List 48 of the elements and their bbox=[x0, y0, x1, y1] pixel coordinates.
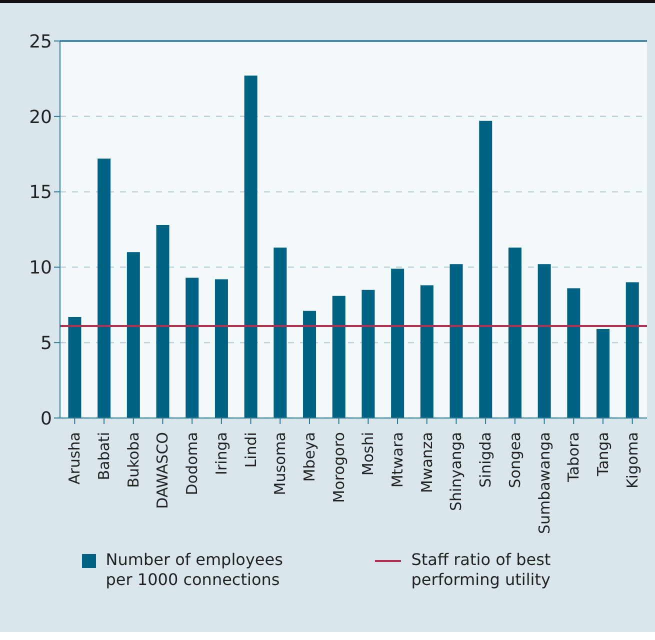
x-tick-label: Moshi bbox=[359, 432, 378, 476]
bar bbox=[186, 278, 199, 418]
legend-label: Staff ratio of best performing utility bbox=[411, 550, 552, 590]
bar bbox=[420, 285, 434, 418]
x-tick-label: Bukoba bbox=[124, 432, 142, 488]
bar bbox=[126, 252, 140, 418]
x-tick-label: Morogoro bbox=[330, 432, 348, 503]
x-tick-label: Songea bbox=[506, 432, 524, 488]
y-tick-label: 10 bbox=[29, 258, 52, 279]
x-tick-label: Tanga bbox=[594, 432, 612, 478]
bar bbox=[244, 76, 258, 418]
bar bbox=[479, 120, 492, 418]
x-tick-label: Shinyanga bbox=[447, 432, 466, 511]
x-tick-label: Mtwara bbox=[388, 432, 407, 488]
x-tick-label: Sinigda bbox=[476, 432, 495, 488]
bar bbox=[391, 268, 404, 418]
x-tick-label: Mwanza bbox=[418, 432, 436, 493]
bar bbox=[332, 296, 346, 418]
x-tick-label: Iringa bbox=[212, 432, 230, 475]
y-tick-label: 0 bbox=[40, 408, 52, 430]
y-tick-label: 25 bbox=[29, 31, 52, 52]
y-tick-label: 20 bbox=[29, 106, 52, 128]
bar bbox=[68, 316, 82, 418]
x-tick-label: Tabora bbox=[564, 432, 583, 483]
x-tick-label: Babati bbox=[95, 432, 114, 480]
bar bbox=[98, 158, 111, 418]
bar bbox=[538, 264, 551, 418]
x-tick-label: Arusha bbox=[66, 432, 84, 484]
bar bbox=[450, 264, 463, 418]
bar bbox=[214, 279, 228, 418]
x-tick-label: Dodoma bbox=[183, 432, 202, 496]
bar bbox=[508, 248, 522, 418]
x-tick-label: Mbeya bbox=[300, 432, 318, 482]
bar bbox=[567, 288, 580, 418]
bar bbox=[274, 248, 287, 418]
y-tick-label: 5 bbox=[40, 332, 52, 354]
x-tick-label: Kigoma bbox=[623, 432, 642, 489]
bar bbox=[596, 329, 610, 418]
x-tick-label: Lindi bbox=[242, 432, 260, 468]
legend-label: Number of employees per 1000 connections bbox=[106, 550, 284, 590]
bar bbox=[303, 310, 316, 418]
bar bbox=[626, 282, 639, 418]
y-tick-label: 15 bbox=[29, 182, 52, 204]
x-tick-label: Sumbawanga bbox=[535, 432, 554, 534]
bar bbox=[156, 224, 170, 418]
x-tick-label: DAWASCO bbox=[154, 432, 172, 509]
bar bbox=[362, 290, 375, 418]
x-tick-label: Musoma bbox=[271, 432, 290, 496]
